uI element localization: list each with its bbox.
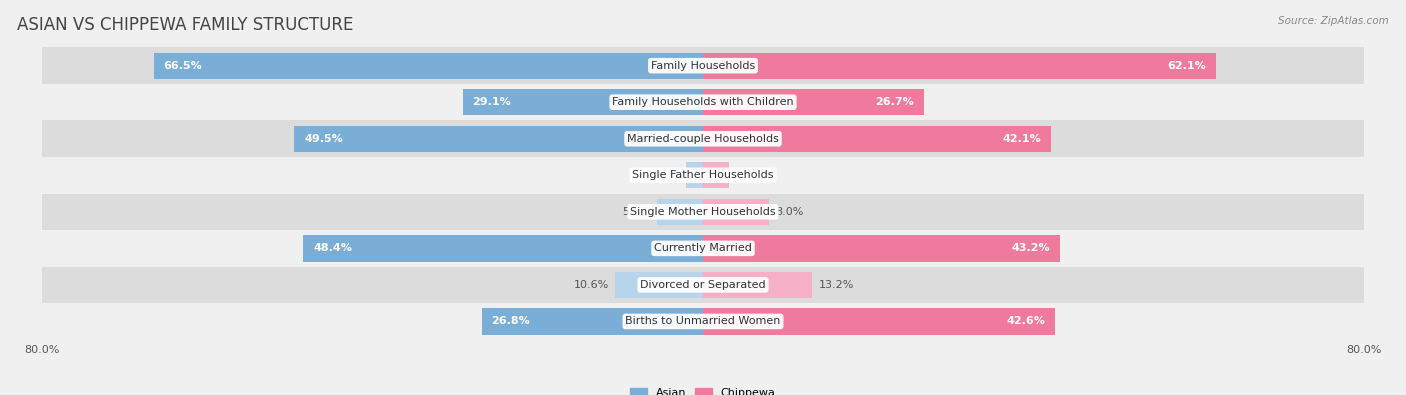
Text: Source: ZipAtlas.com: Source: ZipAtlas.com (1278, 16, 1389, 26)
Bar (42, 267, 1364, 303)
Text: 8.0%: 8.0% (776, 207, 804, 217)
Text: Births to Unmarried Women: Births to Unmarried Women (626, 316, 780, 326)
Bar (304, 235, 703, 261)
Text: 42.6%: 42.6% (1007, 316, 1045, 326)
Bar (703, 308, 1054, 335)
Text: 2.1%: 2.1% (651, 170, 679, 180)
Bar (482, 308, 703, 335)
Text: 42.1%: 42.1% (1002, 134, 1040, 144)
Bar (42, 194, 1364, 230)
Text: 10.6%: 10.6% (574, 280, 609, 290)
Text: Married-couple Households: Married-couple Households (627, 134, 779, 144)
Bar (42, 47, 1364, 84)
Bar (703, 53, 1216, 79)
Bar (42, 230, 1364, 267)
Bar (703, 235, 1060, 261)
Legend: Asian, Chippewa: Asian, Chippewa (630, 387, 776, 395)
Text: 5.6%: 5.6% (621, 207, 650, 217)
Text: ASIAN VS CHIPPEWA FAMILY STRUCTURE: ASIAN VS CHIPPEWA FAMILY STRUCTURE (17, 16, 353, 34)
Text: Currently Married: Currently Married (654, 243, 752, 253)
Text: Divorced or Separated: Divorced or Separated (640, 280, 766, 290)
Bar (153, 53, 703, 79)
Text: 26.8%: 26.8% (492, 316, 530, 326)
Text: 62.1%: 62.1% (1167, 61, 1206, 71)
Text: Single Father Households: Single Father Households (633, 170, 773, 180)
Text: Single Mother Households: Single Mother Households (630, 207, 776, 217)
Text: 49.5%: 49.5% (304, 134, 343, 144)
Bar (686, 162, 703, 188)
Text: 26.7%: 26.7% (875, 97, 914, 107)
Bar (703, 162, 728, 188)
Bar (703, 199, 769, 225)
Text: 29.1%: 29.1% (472, 97, 512, 107)
Text: 48.4%: 48.4% (314, 243, 352, 253)
Text: Family Households: Family Households (651, 61, 755, 71)
Bar (294, 126, 703, 152)
Bar (703, 89, 924, 115)
Bar (42, 84, 1364, 120)
Bar (657, 199, 703, 225)
Text: Family Households with Children: Family Households with Children (612, 97, 794, 107)
Text: 43.2%: 43.2% (1011, 243, 1050, 253)
Bar (42, 120, 1364, 157)
Text: 3.1%: 3.1% (735, 170, 763, 180)
Bar (616, 272, 703, 298)
Bar (703, 126, 1050, 152)
Bar (42, 303, 1364, 340)
Bar (463, 89, 703, 115)
Text: 66.5%: 66.5% (163, 61, 202, 71)
Text: 13.2%: 13.2% (818, 280, 853, 290)
Bar (703, 272, 813, 298)
Bar (42, 157, 1364, 194)
